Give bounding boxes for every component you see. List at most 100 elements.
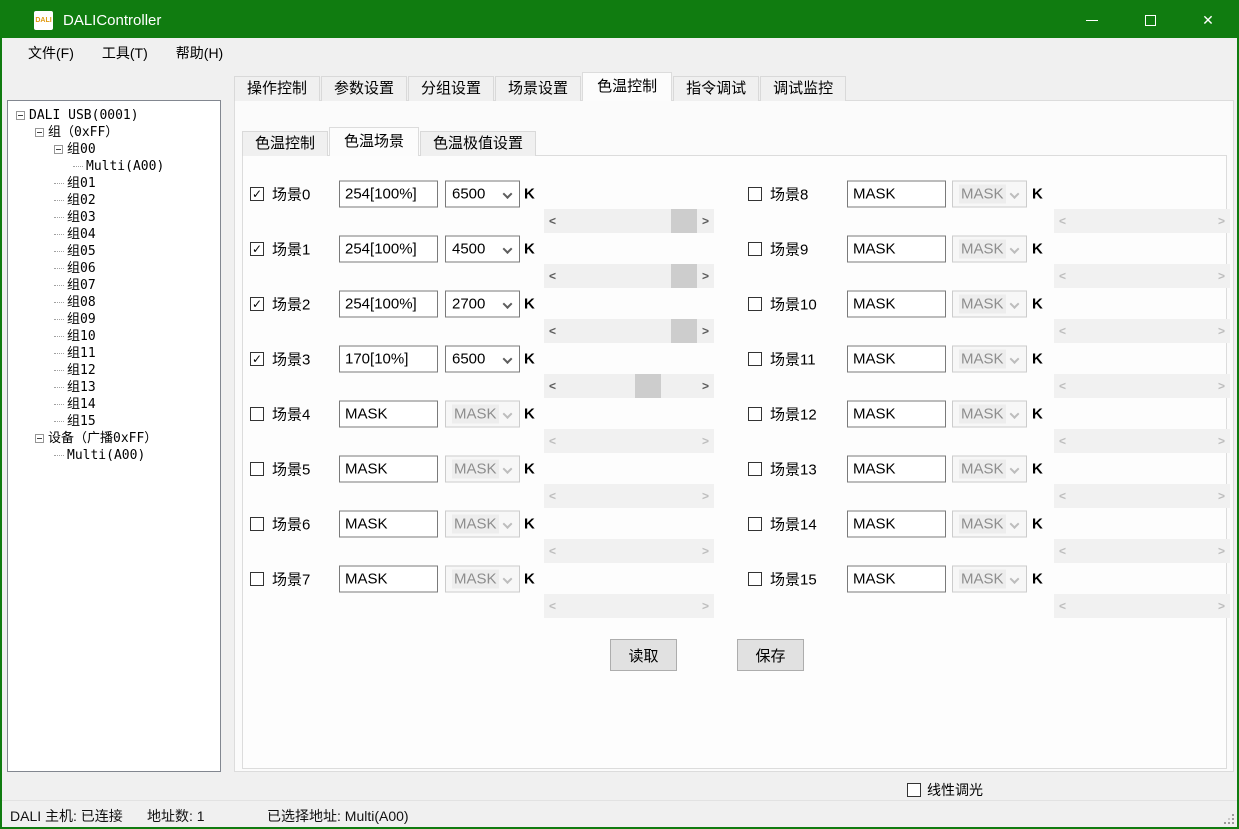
maximize-button[interactable] [1121,2,1179,38]
tree-item[interactable]: Multi(A00) [8,158,220,175]
scene-11-level-input[interactable] [847,345,946,373]
scene-2-cct-select[interactable]: 2700 [445,290,520,318]
scene-3-level-input[interactable] [339,345,438,373]
scene-1-checkbox[interactable]: ✓ [250,242,264,256]
scrollbar-left-arrow-icon[interactable]: < [548,269,556,283]
scene-9-level-input[interactable] [847,235,946,263]
tab-5[interactable]: 指令调试 [673,76,760,101]
scene-13-checkbox[interactable] [748,462,762,476]
scene-8-level-input[interactable] [847,180,946,208]
tree-item[interactable]: 组05 [8,243,220,260]
scrollbar-thumb[interactable] [671,264,697,288]
subtab-2[interactable]: 色温极值设置 [420,131,537,156]
tree-collapse-icon[interactable] [35,434,44,443]
linear-dimming-checkbox[interactable] [907,783,921,797]
tab-3[interactable]: 场景设置 [495,76,582,101]
scene-10-cct-select[interactable]: MASK [952,290,1027,318]
tree-item[interactable]: 设备（广播0xFF） [8,430,220,447]
menu-item-file[interactable]: 文件(F) [28,45,74,61]
save-button[interactable]: 保存 [737,639,804,671]
device-tree[interactable]: DALI USB(0001) 组（0xFF） 组00 Multi(A00) 组01 组02… [7,100,221,772]
tree-item[interactable]: 组13 [8,379,220,396]
scene-8-cct-select[interactable]: MASK [952,180,1027,208]
scene-2-cct-scrollbar[interactable]: < > [544,319,714,343]
scene-12-cct-select[interactable]: MASK [952,400,1027,428]
scrollbar-left-arrow-icon[interactable]: < [548,324,556,338]
tree-collapse-icon[interactable] [54,145,63,154]
scene-10-level-input[interactable] [847,290,946,318]
scene-2-checkbox[interactable]: ✓ [250,297,264,311]
scrollbar-thumb[interactable] [671,319,697,343]
tab-4[interactable]: 色温控制 [582,72,673,101]
scene-7-cct-select[interactable]: MASK [445,565,520,593]
tree-item[interactable]: 组07 [8,277,220,294]
scene-1-level-input[interactable] [339,235,438,263]
scene-8-checkbox[interactable] [748,187,762,201]
scene-11-cct-select[interactable]: MASK [952,345,1027,373]
tree-item[interactable]: 组03 [8,209,220,226]
scene-13-level-input[interactable] [847,455,946,483]
menu-item-help[interactable]: 帮助(H) [175,45,224,61]
scene-14-checkbox[interactable] [748,517,762,531]
scene-5-level-input[interactable] [339,455,438,483]
tree-item[interactable]: 组09 [8,311,220,328]
scene-5-cct-select[interactable]: MASK [445,455,520,483]
tree-item[interactable]: 组01 [8,175,220,192]
scene-15-checkbox[interactable] [748,572,762,586]
tree-item[interactable]: 组12 [8,362,220,379]
tree-item[interactable]: 组15 [8,413,220,430]
tab-1[interactable]: 参数设置 [321,76,408,101]
scene-15-cct-select[interactable]: MASK [952,565,1027,593]
scene-7-level-input[interactable] [339,565,438,593]
scene-7-checkbox[interactable] [250,572,264,586]
tree-item[interactable]: 组06 [8,260,220,277]
scene-0-checkbox[interactable]: ✓ [250,187,264,201]
scrollbar-left-arrow-icon[interactable]: < [548,379,556,393]
scene-0-level-input[interactable] [339,180,438,208]
scrollbar-thumb[interactable] [634,374,661,398]
scene-4-checkbox[interactable] [250,407,264,421]
tab-2[interactable]: 分组设置 [408,76,495,101]
scene-6-checkbox[interactable] [250,517,264,531]
tree-item[interactable]: 组10 [8,328,220,345]
scene-13-cct-select[interactable]: MASK [952,455,1027,483]
scene-5-checkbox[interactable] [250,462,264,476]
scene-10-checkbox[interactable] [748,297,762,311]
scene-9-cct-select[interactable]: MASK [952,235,1027,263]
scene-12-checkbox[interactable] [748,407,762,421]
scrollbar-thumb[interactable] [671,209,697,233]
tree-item[interactable]: 组14 [8,396,220,413]
scene-3-checkbox[interactable]: ✓ [250,352,264,366]
scene-4-level-input[interactable] [339,400,438,428]
scene-3-cct-scrollbar[interactable]: < > [544,374,714,398]
scene-12-level-input[interactable] [847,400,946,428]
tree-item[interactable]: 组11 [8,345,220,362]
tree-item[interactable]: DALI USB(0001) [8,107,220,124]
scene-0-cct-select[interactable]: 6500 [445,180,520,208]
tab-6[interactable]: 调试监控 [760,76,847,101]
tab-0[interactable]: 操作控制 [234,76,321,101]
read-button[interactable]: 读取 [610,639,677,671]
tree-item[interactable]: Multi(A00) [8,447,220,464]
scrollbar-right-arrow-icon[interactable]: > [701,324,709,338]
menu-item-tools[interactable]: 工具(T) [101,45,148,61]
minimize-button[interactable] [1063,2,1121,38]
scene-0-cct-scrollbar[interactable]: < > [544,209,714,233]
scene-14-cct-select[interactable]: MASK [952,510,1027,538]
resize-grip[interactable] [1232,822,1234,824]
tree-item[interactable]: 组02 [8,192,220,209]
scene-3-cct-select[interactable]: 6500 [445,345,520,373]
scene-1-cct-select[interactable]: 4500 [445,235,520,263]
tree-item[interactable]: 组04 [8,226,220,243]
scene-4-cct-select[interactable]: MASK [445,400,520,428]
subtab-0[interactable]: 色温控制 [242,131,329,156]
tree-collapse-icon[interactable] [35,128,44,137]
scrollbar-right-arrow-icon[interactable]: > [701,214,709,228]
scrollbar-left-arrow-icon[interactable]: < [548,214,556,228]
scrollbar-right-arrow-icon[interactable]: > [701,269,709,283]
tree-collapse-icon[interactable] [16,111,25,120]
scene-2-level-input[interactable] [339,290,438,318]
scene-6-cct-select[interactable]: MASK [445,510,520,538]
scene-15-level-input[interactable] [847,565,946,593]
subtab-1[interactable]: 色温场景 [329,127,420,156]
